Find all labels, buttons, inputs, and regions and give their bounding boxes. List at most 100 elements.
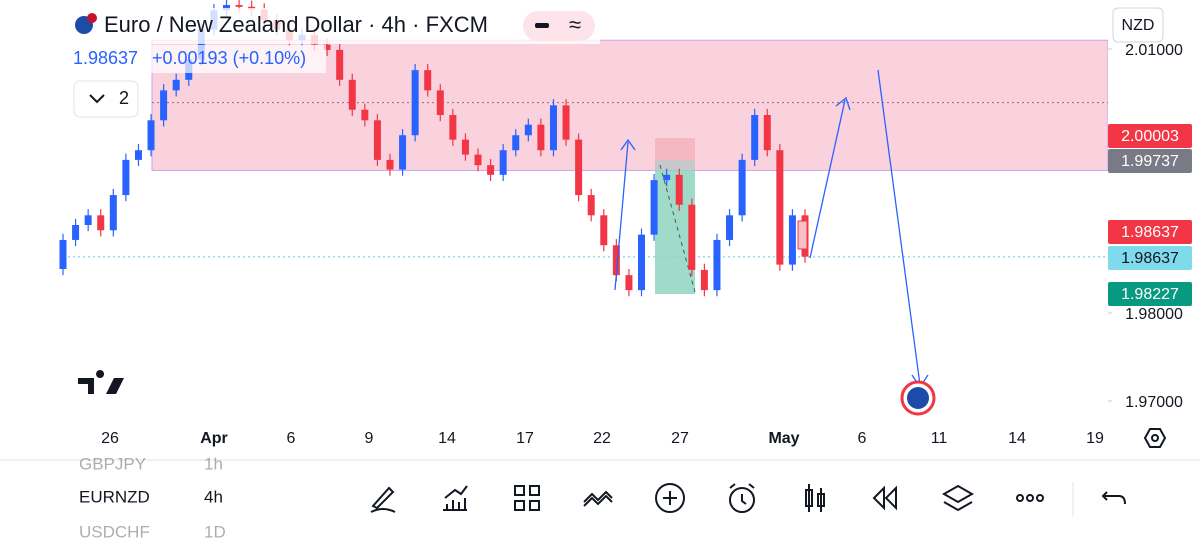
candle-body bbox=[84, 215, 92, 225]
candle-body bbox=[109, 195, 117, 231]
candle-body bbox=[763, 115, 771, 151]
candle-body bbox=[650, 180, 658, 235]
drawing-arrow bbox=[877, 69, 921, 386]
candle-body bbox=[172, 79, 180, 91]
tool-replay[interactable] bbox=[872, 485, 897, 511]
candle-body bbox=[537, 124, 545, 151]
watch-interval[interactable]: 1h bbox=[204, 454, 223, 473]
candle-body bbox=[562, 105, 570, 140]
candle-body bbox=[675, 174, 683, 205]
candle-body bbox=[59, 239, 67, 269]
candle-body bbox=[122, 159, 130, 196]
currency: NZD bbox=[1122, 17, 1155, 34]
x-tick-label: 27 bbox=[671, 430, 689, 447]
candle-body bbox=[424, 70, 432, 91]
candle-body bbox=[499, 150, 507, 175]
candle-body bbox=[436, 90, 444, 116]
candle-body bbox=[474, 154, 482, 166]
price-bg bbox=[68, 45, 326, 73]
candle-body bbox=[638, 234, 646, 291]
candle-body bbox=[587, 195, 595, 216]
event-flag bbox=[907, 387, 929, 409]
watch-interval[interactable]: 4h bbox=[204, 487, 223, 506]
drawing-arrowhead bbox=[620, 138, 636, 151]
x-tick-label: 17 bbox=[516, 430, 534, 447]
x-tick-label: 19 bbox=[1086, 430, 1104, 447]
candle-body bbox=[700, 269, 708, 291]
watch-symbol[interactable]: USDCHF bbox=[79, 522, 150, 540]
candle-body bbox=[222, 5, 230, 11]
x-tick-label: 6 bbox=[287, 430, 296, 447]
price-badge-label: 1.98637 bbox=[1121, 224, 1179, 241]
price-change: +0.00193 (+0.10%) bbox=[152, 48, 306, 68]
candle-body bbox=[147, 120, 155, 151]
drawing-arrowhead bbox=[835, 96, 851, 111]
y-tick-label: 2.01000 bbox=[1125, 42, 1183, 59]
tool-draw[interactable] bbox=[370, 486, 396, 513]
price-badge bbox=[1108, 282, 1192, 306]
candle-body bbox=[625, 275, 633, 291]
position-path bbox=[659, 164, 696, 293]
candle-body bbox=[386, 159, 394, 170]
price-badge-label: 1.98637 bbox=[1121, 250, 1179, 267]
tool-bars[interactable] bbox=[805, 484, 825, 512]
candle-body bbox=[713, 239, 721, 291]
drawing-arrow bbox=[809, 99, 846, 259]
toggle[interactable] bbox=[523, 11, 595, 41]
tool-more[interactable] bbox=[1016, 494, 1045, 502]
indicators-count: 2 bbox=[119, 88, 129, 108]
toggle-dash bbox=[535, 23, 549, 28]
candle-body bbox=[160, 90, 168, 121]
x-tick-label: Apr bbox=[200, 430, 228, 447]
x-tick-label: 14 bbox=[1008, 430, 1026, 447]
y-tick-label: 1.97000 bbox=[1125, 394, 1183, 411]
drawing-arrow bbox=[614, 141, 629, 291]
tool-alert[interactable] bbox=[729, 483, 756, 513]
price-badge bbox=[1108, 220, 1192, 244]
candle-body bbox=[399, 135, 407, 170]
candle-body bbox=[336, 49, 344, 80]
price-badge-label: 1.98227 bbox=[1121, 286, 1179, 303]
candle-body bbox=[449, 115, 457, 140]
tool-add[interactable] bbox=[655, 483, 686, 513]
symbol-icon-2 bbox=[87, 13, 97, 23]
tool-undo[interactable] bbox=[1101, 491, 1126, 505]
tool-layers[interactable] bbox=[941, 484, 975, 512]
price-badge bbox=[1108, 124, 1192, 148]
candle-body bbox=[487, 165, 495, 175]
title: Euro / New Zealand Dollar · 4h · FXCM bbox=[104, 12, 488, 37]
candle-body bbox=[97, 215, 105, 231]
tool-compare[interactable] bbox=[583, 490, 613, 507]
scale-bg bbox=[1108, 0, 1200, 425]
settings-icon[interactable] bbox=[1143, 428, 1167, 448]
watch-symbol[interactable]: EURNZD bbox=[79, 487, 150, 506]
candle-body bbox=[72, 224, 80, 240]
candle-body bbox=[235, 5, 243, 7]
price-badge-label: 1.99737 bbox=[1121, 153, 1179, 170]
settings-dot bbox=[1151, 434, 1159, 442]
last-price: 1.98637 bbox=[73, 48, 138, 68]
candle-body bbox=[512, 135, 520, 151]
currency-btn[interactable] bbox=[1112, 7, 1164, 43]
candle-body bbox=[549, 105, 557, 151]
x-tick-label: 11 bbox=[931, 430, 948, 447]
indicators-btn[interactable] bbox=[73, 80, 139, 118]
tool-indicators[interactable] bbox=[443, 485, 468, 511]
watch-interval[interactable]: 1D bbox=[204, 522, 226, 540]
candle-body bbox=[411, 70, 419, 136]
tool-layout[interactable] bbox=[514, 485, 540, 511]
candle-body bbox=[134, 150, 142, 160]
candle-body bbox=[197, 29, 205, 60]
header-bg bbox=[68, 8, 600, 44]
candle-body bbox=[663, 174, 671, 181]
x-tick-label: 6 bbox=[858, 430, 867, 447]
candle-body bbox=[751, 115, 759, 160]
watch-symbol[interactable]: GBPJPY bbox=[79, 454, 146, 473]
candle-body bbox=[373, 120, 381, 160]
candle-body bbox=[524, 124, 532, 136]
candle-body bbox=[776, 150, 784, 265]
candle-body bbox=[348, 79, 356, 110]
x-tick-label: 9 bbox=[365, 430, 374, 447]
